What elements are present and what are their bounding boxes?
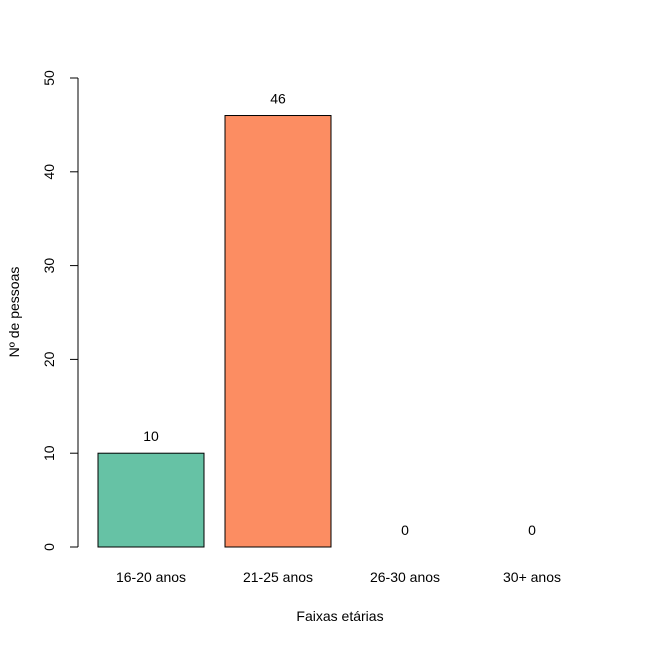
x-tick-label: 26-30 anos <box>370 569 440 585</box>
y-tick-label: 30 <box>41 258 57 274</box>
y-axis-title: Nº de pessoas <box>6 267 22 358</box>
data-labels: 10 46 0 0 <box>143 91 536 538</box>
x-tick-labels: 16-20 anos 21-25 anos 26-30 anos 30+ anos <box>116 569 561 585</box>
y-tick-label: 10 <box>41 445 57 461</box>
x-tick-label: 30+ anos <box>503 569 561 585</box>
bar <box>224 115 332 548</box>
bar-value-label: 10 <box>143 428 159 444</box>
x-tick-label: 16-20 anos <box>116 569 186 585</box>
bar <box>97 452 205 548</box>
y-tick-label: 50 <box>41 70 57 86</box>
x-axis-title: Faixas etárias <box>296 608 383 624</box>
bar-value-label: 46 <box>270 91 286 107</box>
bar-value-label: 0 <box>528 522 536 538</box>
y-tick-label: 40 <box>41 164 57 180</box>
bars <box>97 115 332 548</box>
y-tick-label: 0 <box>41 543 57 551</box>
y-axis: 0 10 20 30 40 50 <box>41 70 79 551</box>
bar-value-label: 0 <box>401 522 409 538</box>
x-tick-label: 21-25 anos <box>243 569 313 585</box>
y-tick-label: 20 <box>41 351 57 367</box>
